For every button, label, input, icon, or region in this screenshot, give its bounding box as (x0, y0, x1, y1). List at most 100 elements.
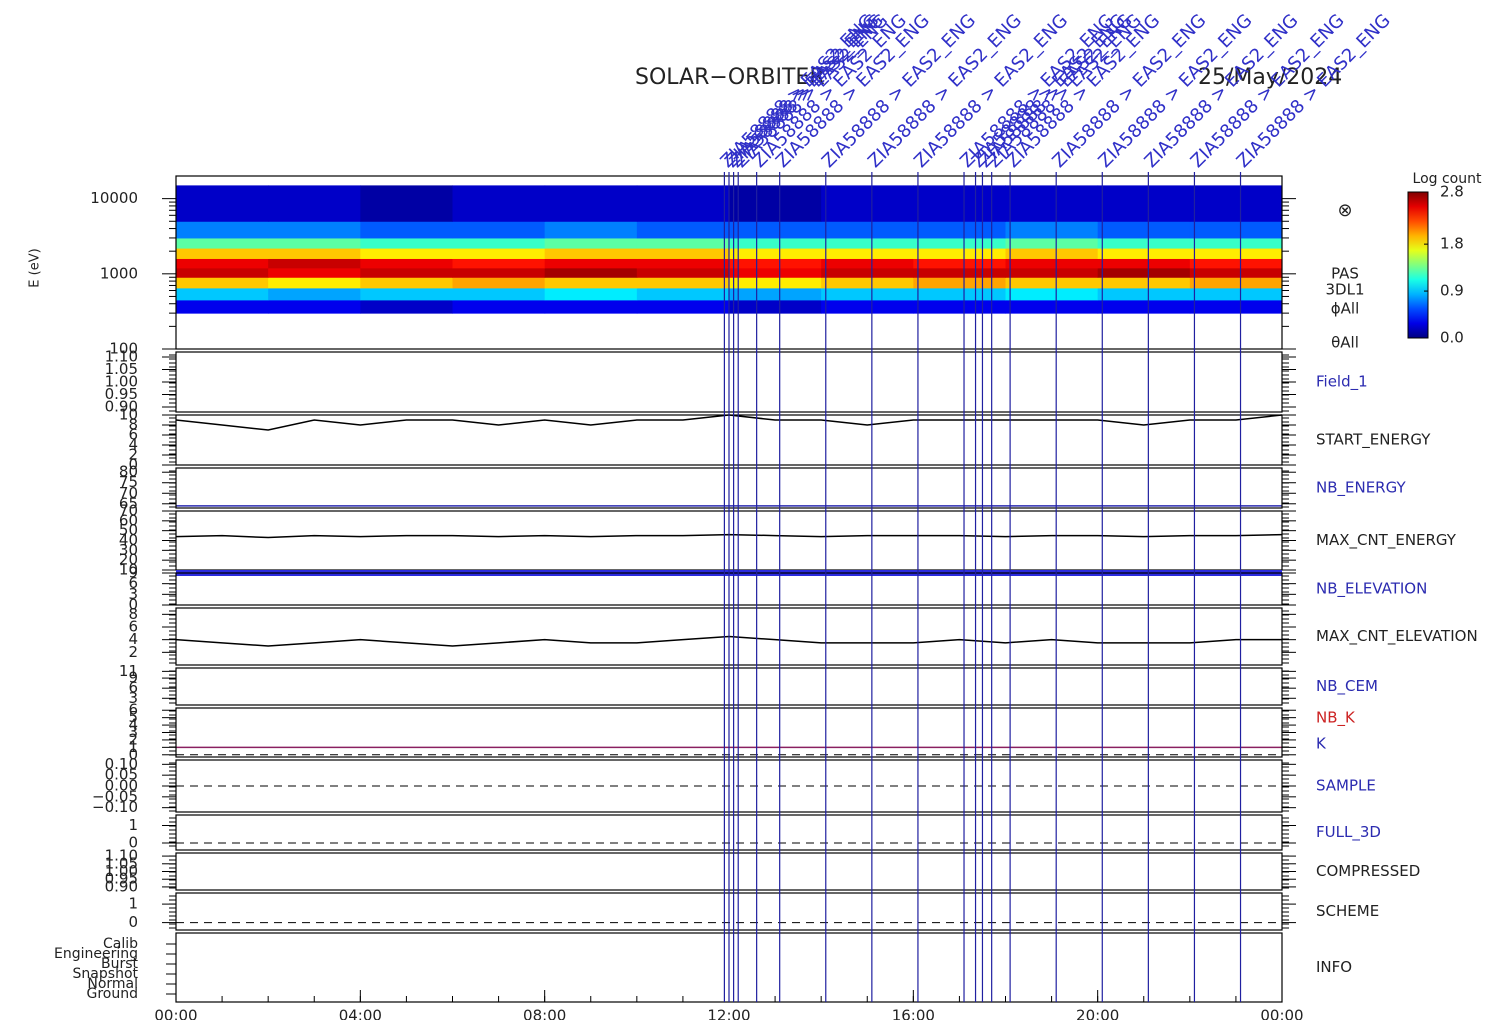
y-tick-label: −0.05 (92, 787, 138, 805)
y-tick-label: 20 (119, 551, 138, 569)
y-tick-label: 3 (128, 689, 138, 707)
heat-cell (452, 185, 546, 222)
panel-label: MAX_CNT_ELEVATION (1316, 627, 1478, 646)
heat-cell (268, 248, 361, 259)
y-tick-label: 8 (128, 605, 138, 623)
heat-cell (1189, 287, 1283, 301)
heat-cell (636, 299, 730, 314)
heat-cell (1097, 299, 1191, 314)
heat-cell (729, 248, 822, 259)
heat-cell (544, 267, 638, 278)
y-tick-label: 4 (128, 436, 138, 454)
heat-cell (1005, 287, 1099, 301)
heat-cell (1097, 248, 1191, 259)
x-tick-label: 00:00 (154, 1007, 197, 1020)
heat-cell (544, 221, 638, 239)
heat-cell (636, 237, 730, 249)
heat-cell (821, 258, 914, 269)
heat-cell (636, 221, 730, 239)
heat-cell (1097, 237, 1191, 249)
panel-label: 3DL1 (1326, 281, 1365, 299)
category-label: Snapshot (73, 966, 139, 982)
heat-cell (176, 221, 269, 239)
heat-cell (544, 299, 638, 314)
heat-cell (544, 237, 638, 249)
category-label: Normal (87, 976, 138, 992)
heat-cell (1189, 221, 1283, 239)
heat-cell (1097, 185, 1191, 222)
heat-cell (821, 237, 914, 249)
heat-cell (1097, 221, 1191, 239)
heat-cell (821, 299, 914, 314)
heat-cell (268, 277, 361, 289)
y-tick-label: 70 (119, 502, 138, 520)
y-tick-label: 9 (128, 564, 138, 582)
y-tick-label: 1.05 (105, 360, 138, 378)
heat-cell (544, 277, 638, 289)
heat-cell (360, 287, 453, 301)
panel-label: θAll (1331, 334, 1359, 352)
panel-label: NB_CEM (1316, 677, 1378, 696)
y-tick-label: 1000 (100, 264, 138, 282)
heat-cell (360, 258, 453, 269)
colorbar-title: Log count (1413, 171, 1482, 187)
heat-cell (1189, 237, 1283, 249)
y-tick-label: 0 (128, 834, 138, 852)
heat-cell (1189, 299, 1283, 314)
y-tick-label: 10 (119, 561, 138, 579)
heat-cell (176, 258, 269, 269)
heat-cell (729, 221, 822, 239)
y-tick-label: 1.10 (105, 348, 138, 366)
heat-cell (268, 287, 361, 301)
heat-cell (1005, 248, 1099, 259)
y-tick-label: 60 (119, 511, 138, 529)
heat-cell (636, 277, 730, 289)
category-label: Ground (87, 986, 139, 1002)
y-tick-label: 6 (128, 679, 138, 697)
date: 25/May/2024 (1198, 65, 1342, 90)
heat-cell (821, 248, 914, 259)
x-tick-label: 00:00 (1260, 1007, 1303, 1020)
heat-cell (1005, 237, 1099, 249)
colorbar (1407, 191, 1429, 339)
heat-cell (268, 299, 361, 314)
heat-cell (1097, 287, 1191, 301)
heat-cell (821, 221, 914, 239)
heat-cell (1189, 258, 1283, 269)
y-tick-label: 0.95 (105, 870, 138, 888)
heat-cell (1189, 248, 1283, 259)
heat-cell (360, 221, 453, 239)
y-tick-label: 8 (128, 416, 138, 434)
y-tick-label: 1.10 (105, 847, 138, 865)
heat-cell (729, 287, 822, 301)
heat-cell (636, 287, 730, 301)
category-label: Calib (103, 936, 138, 952)
y-tick-label: 100 (109, 340, 138, 358)
y-tick-label: 40 (119, 531, 138, 549)
panel-label: NB_ENERGY (1316, 479, 1406, 498)
x-tick-label: 16:00 (892, 1007, 935, 1020)
x-tick-label: 20:00 (1076, 1007, 1119, 1020)
heat-cell (729, 185, 822, 222)
y-tick-label: 0.90 (105, 877, 138, 895)
heat-cell (729, 267, 822, 278)
y-tick-label: 2 (128, 730, 138, 748)
heat-cell (1005, 299, 1099, 314)
heat-cell (636, 267, 730, 278)
panel-label: K (1316, 735, 1327, 753)
panel-label: ϕAll (1331, 300, 1360, 318)
heat-cell (176, 277, 269, 289)
panel-label: COMPRESSED (1316, 862, 1420, 880)
category-label: Engineering (54, 946, 138, 962)
heat-cell (360, 277, 453, 289)
heat-cell (268, 221, 361, 239)
panel-label: FULL_3D (1316, 823, 1381, 842)
heat-cell (913, 185, 1006, 222)
y-tick-label: 0.10 (105, 755, 138, 773)
heat-cell (1005, 221, 1099, 239)
heat-cell (821, 277, 914, 289)
heat-cell (176, 248, 269, 259)
heat-cell (729, 299, 822, 314)
y-tick-label: 1.00 (105, 373, 138, 391)
